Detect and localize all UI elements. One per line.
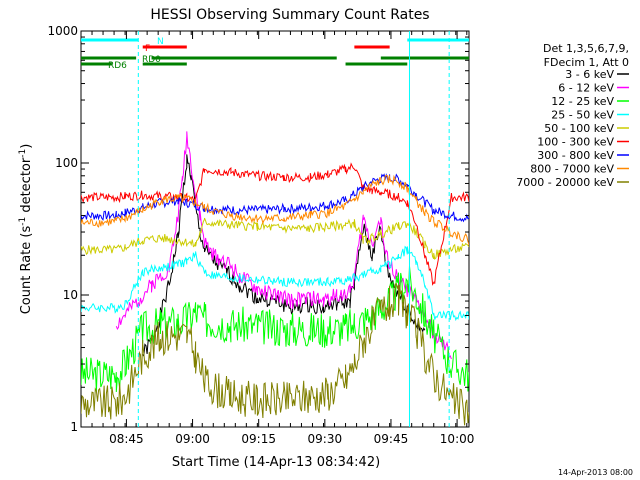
x-tick-label: 09:00	[175, 432, 210, 446]
legend-label-50-100-kev: 50 - 100 keV	[544, 122, 614, 135]
legend-label-12-25-kev: 12 - 25 keV	[551, 95, 614, 108]
x-tick-label: 08:45	[109, 432, 144, 446]
x-tick-label: 09:15	[241, 432, 276, 446]
flag-label-n: N	[157, 37, 164, 47]
y-axis-label-exponent-2: -1	[18, 149, 28, 158]
legend-label-100-300-kev: 100 - 300 keV	[537, 136, 614, 149]
y-tick-label: 10	[63, 288, 78, 302]
flag-label-f: F	[145, 44, 150, 54]
y-axis-label-end: )	[19, 144, 34, 149]
y-axis-label: Count Rate (s-1 detector-1)	[18, 144, 34, 315]
y-axis-label-main: Count Rate (s	[19, 226, 34, 315]
legend-label-3-6-kev: 3 - 6 keV	[565, 68, 614, 81]
series-line-100-300-kev	[81, 162, 469, 286]
y-axis-label-middle: detector	[19, 157, 34, 217]
series-line-800-7000-kev	[81, 174, 469, 245]
y-tick-label: 1000	[47, 24, 78, 38]
series-line-12-25-kev	[81, 265, 469, 393]
x-tick-label: 10:00	[440, 432, 475, 446]
legend-label-300-800-kev: 300 - 800 keV	[537, 149, 614, 162]
series-line-7000-20000-kev	[81, 283, 469, 426]
legend-header-line-1: Det 1,3,5,6,7,9,	[543, 42, 629, 55]
footer-timestamp: 14-Apr-2013 08:00	[558, 468, 633, 477]
legend-label-800-7000-kev: 800 - 7000 keV	[530, 163, 614, 176]
series-line-25-50-kev	[81, 245, 469, 322]
flag-label-rd0: RD0	[142, 55, 161, 65]
chart-title: HESSI Observing Summary Count Rates	[150, 7, 429, 23]
x-tick-label: 09:30	[308, 432, 343, 446]
axes: 1 10 100 1000 08:45 09:00 09:15 09:30 09:45 10:00	[47, 24, 474, 446]
series-line-300-800-kev	[81, 173, 469, 223]
legend: Det 1,3,5,6,7,9, FDecim 1, Att 0 3 - 6 k…	[516, 42, 629, 189]
series-line-3-6-kev	[142, 154, 426, 358]
legend-label-7000-20000-kev: 7000 - 20000 keV	[516, 176, 614, 189]
series-line-6-12-kev	[115, 131, 452, 360]
y-tick-label: 100	[55, 156, 78, 170]
flag-label-rd6: RD6	[108, 61, 127, 71]
series-layer	[81, 131, 469, 426]
y-axis-label-exponent: -1	[18, 217, 28, 226]
legend-label-6-12-kev: 6 - 12 keV	[558, 82, 614, 95]
legend-label-25-50-kev: 25 - 50 keV	[551, 109, 614, 122]
legend-header-line-2: FDecim 1, Att 0	[544, 56, 629, 69]
series-line-50-100-kev	[81, 217, 469, 261]
x-axis-label: Start Time (14-Apr-13 08:34:42)	[172, 455, 380, 470]
y-tick-label: 1	[70, 420, 78, 434]
vertical-markers	[137, 31, 450, 427]
plot-frame	[80, 30, 470, 428]
x-tick-label: 09:45	[374, 432, 409, 446]
